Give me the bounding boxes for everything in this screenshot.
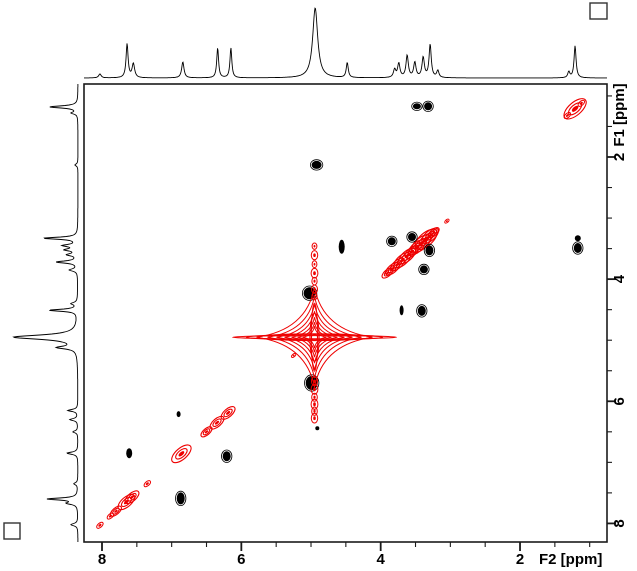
corner-markers [3, 2, 608, 540]
top-projection-trace [84, 7, 607, 79]
diagonal-peak-3.05ppm [444, 218, 450, 224]
diagonal-peak-6.5ppm [200, 426, 213, 438]
diagonal-peak-7.35ppm [143, 480, 152, 488]
cross-peak-1.17-3.33 [574, 235, 581, 242]
diagonal-peak-7.65ppm [117, 493, 136, 511]
f2-tick-label-6: 6 [237, 551, 245, 568]
plot-frame [83, 83, 608, 543]
cross-peak-6.87-7.59 [175, 490, 187, 506]
corner-marker-top-right-icon [589, 2, 608, 20]
cross-peak-3.48-1.17 [411, 101, 423, 111]
projection-traces [12, 7, 607, 542]
diagonal-peak-6.19ppm [220, 406, 236, 420]
f1-axis-ticks: 2 4 6 8 [607, 95, 628, 528]
diagonal-peak-1.21ppm [563, 98, 587, 120]
cross-peak-6.21-6.9 [221, 449, 233, 463]
f2-tick-label-8: 8 [98, 551, 106, 568]
f1-tick-label-8: 8 [611, 519, 628, 527]
cross-peak-3.55-3.31 [406, 231, 418, 243]
diagonal-peak-6.86ppm [171, 444, 192, 464]
cross-peak-3.3-3.53 [423, 243, 435, 257]
water-starburst-peak [232, 242, 397, 424]
cross-peak-1.17-3.49 [572, 241, 584, 255]
diagonal-peak-7.8ppm [109, 505, 122, 517]
f1-tick-label-4: 4 [611, 274, 628, 283]
cross-peak-3.7-4.51 [399, 305, 404, 316]
cross-peak-6.9-6.21 [176, 411, 181, 418]
water-peak-4p95ppm [232, 242, 397, 424]
cross-peak-4.92-2.13 [310, 159, 324, 171]
cross-peak-4.56-3.47 [338, 239, 345, 254]
f2-tick-label-2: 2 [516, 551, 524, 568]
diagonal-peak-3.24ppm [427, 227, 440, 239]
diagonal-peak-5.25ppm [290, 352, 297, 359]
f2-axis-ticks: 8 6 4 2 [98, 542, 591, 568]
f1-tick-label-6: 6 [611, 397, 628, 405]
f2-tick-label-4: 4 [377, 551, 386, 568]
corner-marker-bottom-left-icon [3, 522, 21, 540]
cross-peak-3.38-3.84 [418, 263, 430, 275]
diagonal-peak-1.12ppm [577, 99, 586, 107]
cross-peak-3.32-1.17 [422, 100, 434, 112]
plot-frame-border [83, 83, 608, 543]
f2-axis-label: F2 [ppm] [539, 551, 602, 568]
f1-axis-label: F1 [ppm] [611, 83, 628, 146]
diagonal-peak-7.57ppm [124, 490, 140, 505]
contour-peaks [96, 98, 587, 529]
left-projection-trace [12, 84, 79, 542]
cross-peak-3.84-3.38 [386, 235, 398, 247]
cross-peak-3.41-4.52 [416, 304, 428, 318]
cross-peak-4.91-6.44 [315, 426, 320, 431]
diagonal-peak-6.35ppm [209, 415, 225, 430]
f1-tick-label-2: 2 [611, 153, 628, 161]
diagonal-peak-8.03ppm [96, 521, 104, 529]
cross-peak-7.61-6.85 [126, 448, 133, 459]
